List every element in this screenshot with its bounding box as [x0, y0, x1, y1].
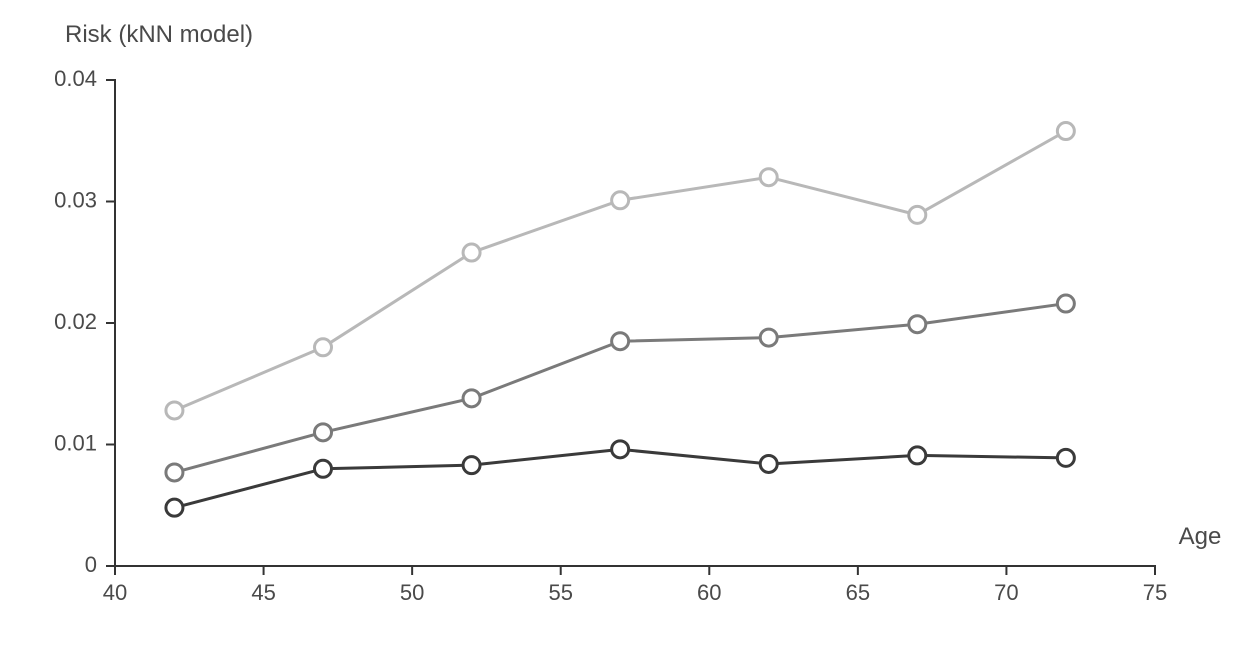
series-top-marker	[612, 192, 629, 209]
series-middle-marker	[463, 390, 480, 407]
series-top-marker	[315, 339, 332, 356]
x-tick-label: 75	[1143, 580, 1167, 605]
series-bottom-marker	[760, 455, 777, 472]
x-tick-label: 50	[400, 580, 424, 605]
series-bottom-marker	[315, 460, 332, 477]
series-top-marker	[760, 169, 777, 186]
x-tick-label: 60	[697, 580, 721, 605]
series-top-marker	[166, 402, 183, 419]
x-axis-title: Age	[1179, 523, 1222, 550]
series-middle-marker	[166, 464, 183, 481]
y-tick-label: 0.01	[54, 430, 97, 455]
y-tick-label: 0.02	[54, 309, 97, 334]
x-tick-label: 40	[103, 580, 127, 605]
series-bottom-marker	[463, 457, 480, 474]
series-bottom-marker	[166, 499, 183, 516]
x-tick-label: 55	[548, 580, 572, 605]
series-bottom-marker	[1057, 449, 1074, 466]
risk-knn-line-chart: 40 45 50 55 60 65 70 75 0 0.01 0.02 0.03 0.04 Risk (k…	[0, 0, 1240, 646]
series-middle-marker	[909, 316, 926, 333]
series-middle-marker	[1057, 295, 1074, 312]
chart-background	[0, 0, 1240, 646]
series-middle-marker	[612, 333, 629, 350]
y-tick-label: 0.04	[54, 66, 97, 91]
series-middle-marker	[760, 329, 777, 346]
series-top-marker	[1057, 123, 1074, 140]
series-top-marker	[909, 206, 926, 223]
y-axis-title: Risk (kNN model)	[65, 21, 253, 48]
y-tick-label: 0.03	[54, 187, 97, 212]
series-middle-marker	[315, 424, 332, 441]
chart-svg: 40 45 50 55 60 65 70 75 0 0.01 0.02 0.03 0.04 Risk (k…	[0, 0, 1240, 646]
x-tick-label: 70	[994, 580, 1018, 605]
series-top-marker	[463, 244, 480, 261]
x-tick-label: 65	[846, 580, 870, 605]
x-tick-label: 45	[251, 580, 275, 605]
y-tick-label: 0	[85, 552, 97, 577]
series-bottom-marker	[909, 447, 926, 464]
series-bottom-marker	[612, 441, 629, 458]
